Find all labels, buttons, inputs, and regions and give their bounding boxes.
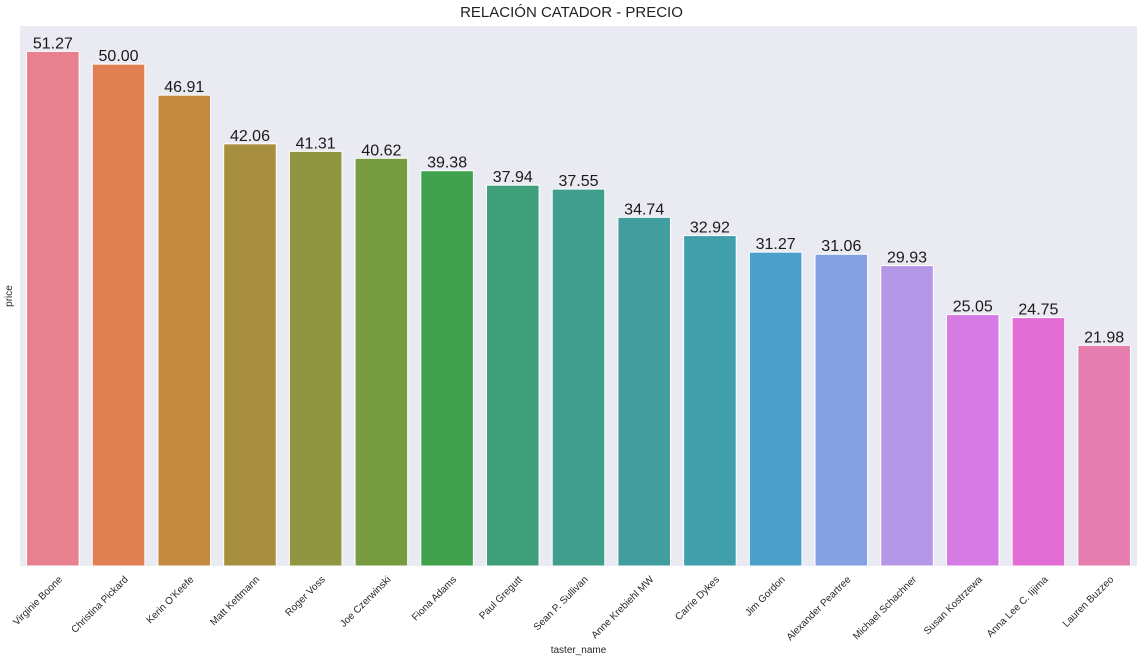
x-tick-label: Lauren Buzzeo (1061, 574, 1117, 630)
bar (814, 253, 869, 567)
bar (288, 150, 343, 567)
bar-value-label: 32.92 (690, 220, 730, 237)
bar (1011, 317, 1066, 567)
bar-value-label: 34.74 (624, 201, 664, 218)
bar (420, 170, 474, 567)
x-tick-label: Matt Kettmann (208, 574, 262, 628)
bar-value-label: 40.62 (361, 142, 401, 159)
bar-value-label: 46.91 (164, 79, 204, 96)
y-axis-label: price (4, 285, 15, 307)
bar-value-label: 37.55 (558, 173, 598, 190)
x-tick-label: Joe Czerwinski (338, 574, 393, 629)
bar (486, 184, 540, 567)
x-tick-label: Roger Voss (283, 574, 327, 618)
bar (91, 63, 146, 567)
x-tick-label: Carrie Dykes (673, 574, 722, 623)
bar-value-label: 39.38 (427, 155, 467, 172)
x-tick-label: Kerin O’Keefe (145, 574, 197, 626)
bar (1077, 344, 1131, 567)
bar-value-label: 25.05 (953, 299, 993, 316)
chart-title: RELACIÓN CATADOR - PRECIO (460, 4, 683, 21)
bar-value-label: 29.93 (887, 250, 927, 267)
bar-value-label: 50.00 (99, 48, 139, 65)
x-tick-label: Jim Gordon (743, 574, 787, 618)
x-tick-label: Anna Lee C. Iijima (985, 574, 1051, 640)
bar (683, 235, 737, 567)
x-tick-label: Susan Kostrzewa (922, 574, 985, 637)
bar-value-label: 37.94 (493, 169, 533, 186)
bar (223, 143, 277, 567)
x-tick-label: Virginie Boone (11, 574, 65, 628)
x-tick-label: Michael Schachner (851, 574, 919, 642)
bar-value-label: 24.75 (1018, 302, 1058, 319)
x-tick-label: Fiona Adams (410, 574, 459, 623)
x-tick-label: Anne Krebiehl MW (590, 574, 657, 641)
bar (945, 314, 1000, 567)
x-tick-label: Alexander Peartree (785, 574, 854, 643)
bar-value-label: 42.06 (230, 128, 270, 145)
bar (157, 94, 212, 567)
x-axis-label: taster_name (551, 645, 607, 656)
bar (880, 265, 934, 567)
bar (26, 50, 80, 567)
bar-value-label: 21.98 (1084, 329, 1124, 346)
bar (617, 216, 671, 567)
bar-value-label: 51.27 (33, 35, 73, 52)
x-tick-label: Sean P. Sullivan (532, 574, 591, 633)
x-tick-label: Paul Gregutt (477, 574, 525, 622)
bar-value-label: 31.27 (756, 236, 796, 253)
bar (354, 157, 409, 567)
x-tick-label: Christina Pickard (69, 574, 130, 635)
x-tick-labels-group: Virginie Boone Christina Pickard Kerin O’K… (11, 574, 1116, 643)
bar (748, 251, 803, 567)
bar-value-label: 41.31 (296, 135, 336, 152)
bars-group (26, 50, 1131, 567)
bar-value-label: 31.06 (821, 238, 861, 255)
bar (551, 188, 606, 567)
value-labels-group: 51.27 50.00 46.91 42.06 41.31 40.62 39.38 37.94… (33, 35, 1124, 346)
